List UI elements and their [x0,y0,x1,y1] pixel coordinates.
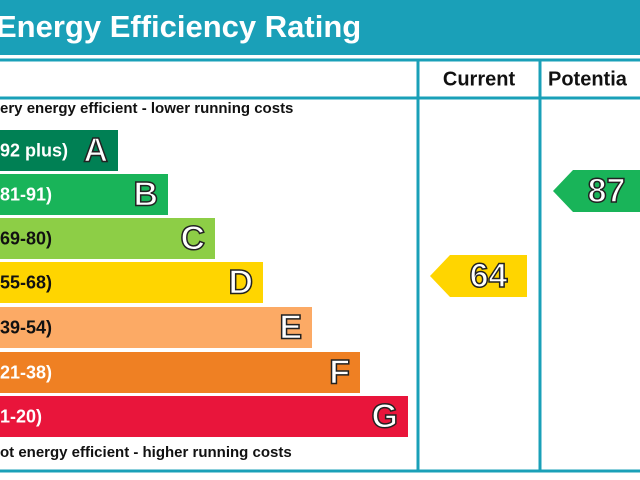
current-value: 64 [470,257,508,295]
bottom-note: ot energy efficient - higher running cos… [0,444,292,461]
band-range: 81-91) [0,184,52,204]
band-letter: E [279,308,302,346]
band-range: 1-20) [0,406,42,426]
frame [0,58,640,473]
band-letter: D [228,263,253,301]
band-letter: B [133,175,158,213]
band-range: 55-68) [0,272,52,292]
band [0,130,118,171]
band-range: 69-80) [0,228,52,248]
current-arrow [430,255,527,297]
band-letter: A [83,131,108,169]
band-letter: C [180,219,205,257]
band-range: 21-38) [0,362,52,382]
header-current: Current [443,68,516,90]
title-bar [0,0,640,55]
band-letter: F [329,353,350,391]
header-potential: Potentia [548,68,628,90]
potential-value: 87 [588,172,626,210]
band-letter: G [372,397,398,435]
potential-arrow [553,170,640,212]
band [0,396,408,437]
band [0,307,312,348]
band-range: 92 plus) [0,140,68,160]
band [0,218,215,259]
title: Energy Efficiency Rating [0,9,361,44]
band [0,262,263,303]
top-note: ery energy efficient - lower running cos… [0,100,293,117]
band [0,352,360,393]
band [0,174,168,215]
band-range: 39-54) [0,317,52,337]
